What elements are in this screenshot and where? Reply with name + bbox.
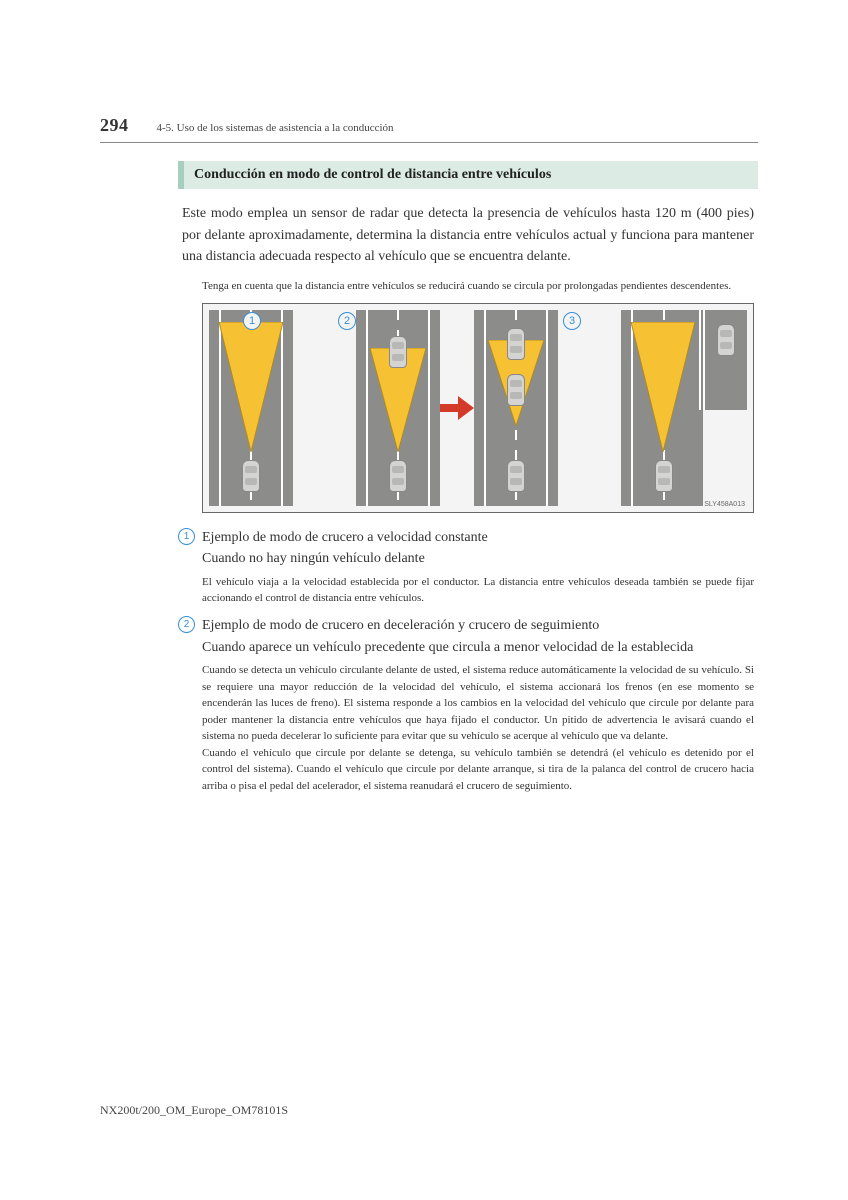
number-circle-icon: 1	[178, 528, 195, 545]
diagram-panel-2a	[356, 310, 440, 506]
page-number: 294	[100, 115, 129, 136]
page-header: 294 4-5. Uso de los sistemas de asistenc…	[100, 115, 758, 143]
diagram-label-2: 2	[338, 312, 356, 330]
note-paragraph: Tenga en cuenta que la distancia entre v…	[178, 278, 758, 295]
list-item-1-title: Ejemplo de modo de crucero a velocidad c…	[202, 527, 754, 549]
list-item-1-subtitle: Cuando no hay ningún vehículo delante	[202, 548, 754, 570]
list-item-1-desc: El vehículo viaja a la velocidad estable…	[202, 574, 754, 607]
diagram-panel-1	[209, 310, 293, 506]
car-icon	[507, 328, 525, 360]
car-icon	[507, 374, 525, 406]
car-icon	[717, 324, 735, 356]
radar-cone-icon	[631, 322, 695, 452]
car-icon	[507, 460, 525, 492]
diagram-panel-2-group	[356, 310, 558, 506]
diagram-code: SLY458A013	[704, 501, 745, 508]
section-heading: Conducción en modo de control de distanc…	[178, 161, 758, 189]
list-number-1: 1	[178, 527, 202, 607]
diagram: 1 2 3 SLY458A013	[202, 303, 754, 513]
car-icon	[389, 460, 407, 492]
intro-paragraph: Este modo emplea un sensor de radar que …	[178, 203, 758, 268]
diagram-panel-3	[621, 310, 747, 506]
list-item-2-title: Ejemplo de modo de crucero en deceleraci…	[202, 615, 754, 637]
list-item-2: 2 Ejemplo de modo de crucero en decelera…	[178, 615, 758, 794]
radar-cone-icon	[219, 322, 283, 452]
breadcrumb: 4-5. Uso de los sistemas de asistencia a…	[157, 122, 394, 134]
number-circle-icon: 2	[178, 616, 195, 633]
car-icon	[655, 460, 673, 492]
diagram-panel-2b	[474, 310, 558, 506]
list-number-2: 2	[178, 615, 202, 794]
document-code: NX200t/200_OM_Europe_OM78101S	[100, 1103, 288, 1118]
car-icon	[389, 336, 407, 368]
list-item-2-desc: Cuando se detecta un vehículo circulante…	[202, 662, 754, 794]
list-item-2-subtitle: Cuando aparece un vehículo precedente qu…	[202, 637, 754, 659]
car-icon	[242, 460, 260, 492]
arrow-right-icon	[440, 396, 474, 420]
diagram-label-3: 3	[563, 312, 581, 330]
list-item-1: 1 Ejemplo de modo de crucero a velocidad…	[178, 527, 758, 607]
diagram-label-1: 1	[243, 312, 261, 330]
content-area: Conducción en modo de control de distanc…	[100, 161, 758, 794]
